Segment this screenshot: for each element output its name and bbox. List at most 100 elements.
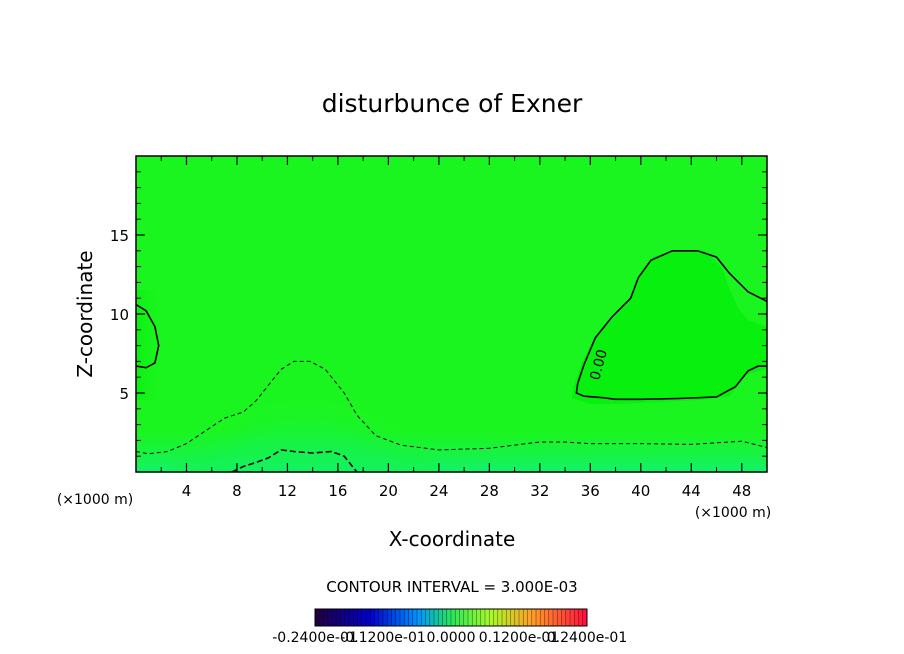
field-low-region [170, 322, 440, 472]
colorbar-swatch [370, 609, 375, 626]
colorbar-swatch [459, 609, 465, 626]
colorbar-swatch [553, 609, 558, 626]
colorbar-swatch [442, 609, 448, 626]
contour-line-3 [231, 449, 358, 472]
y-axis-ticks: 5 10 15 [110, 171, 767, 457]
contour-lines [136, 250, 767, 472]
colorbar-swatch [425, 609, 431, 626]
colorbar-swatch [438, 609, 443, 626]
colorbar-swatch [378, 609, 384, 626]
y-tick-label: 10 [110, 306, 129, 324]
plot-area: 0.00 [136, 156, 767, 472]
colorbar-swatch [349, 609, 354, 626]
colorbar-swatch [455, 609, 460, 626]
x-tick-label: 28 [480, 482, 499, 500]
colorbar-swatch [357, 609, 363, 626]
contour-line-0 [136, 303, 160, 369]
colorbar-swatch [476, 609, 482, 626]
x-tick-label: 40 [631, 482, 650, 500]
colorbar-swatch [578, 609, 584, 626]
x-tick-label: 16 [328, 482, 347, 500]
chart-title: disturbunce of Exner [322, 89, 583, 118]
colorbar-swatch [565, 609, 571, 626]
colorbar-swatch [336, 609, 341, 626]
colorbar-swatch [519, 609, 524, 626]
colorbar-swatch [404, 609, 409, 626]
x-tick-label: 12 [278, 482, 297, 500]
colorbar-swatch [374, 609, 380, 626]
colorbar-swatch [344, 609, 350, 626]
colorbar-swatch [557, 609, 562, 626]
x-tick-label: 44 [682, 482, 701, 500]
colorbar-label: 0.2400e-01 [547, 630, 627, 646]
colorbar-swatch [531, 609, 537, 626]
x-tick-label: 4 [182, 482, 192, 500]
x-axis-label: X-coordinate [389, 527, 516, 551]
contour-label: 0.00 [587, 348, 611, 382]
colorbar-swatch [514, 609, 520, 626]
colorbar-swatch [527, 609, 533, 626]
colorbar-label: 0.0000 [427, 630, 476, 646]
colorbar-swatch [383, 609, 388, 626]
colorbar-swatch [446, 609, 452, 626]
colorbar-swatch [582, 609, 588, 626]
colorbar-swatch [485, 609, 490, 626]
colorbar-swatch [497, 609, 503, 626]
colorbar-swatch [417, 609, 422, 626]
contour-line-2 [136, 360, 767, 455]
colorbar-label: -0.1200e-01 [340, 630, 426, 646]
colorbar-swatch [327, 609, 333, 626]
colorbar-swatch [421, 609, 426, 626]
colorbar-swatch [548, 609, 554, 626]
colorbar-swatch [489, 609, 494, 626]
colorbar-swatch [366, 609, 371, 626]
colorbar-swatch [523, 609, 528, 626]
colorbar-swatch [480, 609, 486, 626]
colorbar-swatch [570, 609, 575, 626]
colorbar-swatch [387, 609, 392, 626]
colorbar-swatch [472, 609, 477, 626]
colorbar-swatch [412, 609, 418, 626]
x-tick-label: 36 [581, 482, 600, 500]
x-tick-label: 8 [232, 482, 242, 500]
x-axis-unit: (×1000 m) [695, 505, 771, 521]
colorbar-swatch [315, 609, 320, 626]
x-tick-label: 48 [732, 482, 751, 500]
colorbar-swatch [408, 609, 414, 626]
colorbar-swatch [429, 609, 435, 626]
colorbar-swatch [544, 609, 550, 626]
colorbar-swatch [510, 609, 516, 626]
contour-interval-label: CONTOUR INTERVAL = 3.000E-03 [326, 578, 577, 596]
colorbar-swatch [323, 609, 329, 626]
colorbar-swatch [319, 609, 324, 626]
y-tick-label: 15 [110, 227, 129, 245]
colorbar-swatch [332, 609, 337, 626]
colorbar-swatch [502, 609, 507, 626]
colorbar-swatch [391, 609, 397, 626]
colorbar [314, 608, 588, 627]
colorbar-swatch [400, 609, 405, 626]
y-tick-label: 5 [119, 385, 129, 403]
colorbar-swatch [395, 609, 401, 626]
colorbar-label: -0.2400e-01 [272, 630, 358, 646]
y-axis-label: Z-coordinate [73, 250, 97, 377]
colorbar-swatch [353, 609, 358, 626]
colorbar-swatch [536, 609, 541, 626]
colorbar-swatch [434, 609, 439, 626]
field-high-region [572, 250, 767, 404]
x-tick-label: 24 [429, 482, 448, 500]
x-tick-label: 32 [530, 482, 549, 500]
colorbar-swatch [468, 609, 473, 626]
x-tick-label: 20 [379, 482, 398, 500]
colorbar-frame [314, 608, 588, 627]
colorbar-swatch [574, 609, 579, 626]
colorbar-swatch [561, 609, 567, 626]
x-axis-ticks: 4 8 12 16 20 24 28 32 36 40 44 48 [160, 156, 751, 500]
colorbar-label: 0.1200e-01 [479, 630, 559, 646]
colorbar-swatch [493, 609, 499, 626]
colorbar-swatch [340, 609, 346, 626]
z-axis-unit: (×1000 m) [57, 492, 133, 508]
colorbar-labels: -0.2400e-01-0.1200e-01 0.0000 0.1200e-010.… [272, 630, 627, 646]
colorbar-swatch [540, 609, 545, 626]
